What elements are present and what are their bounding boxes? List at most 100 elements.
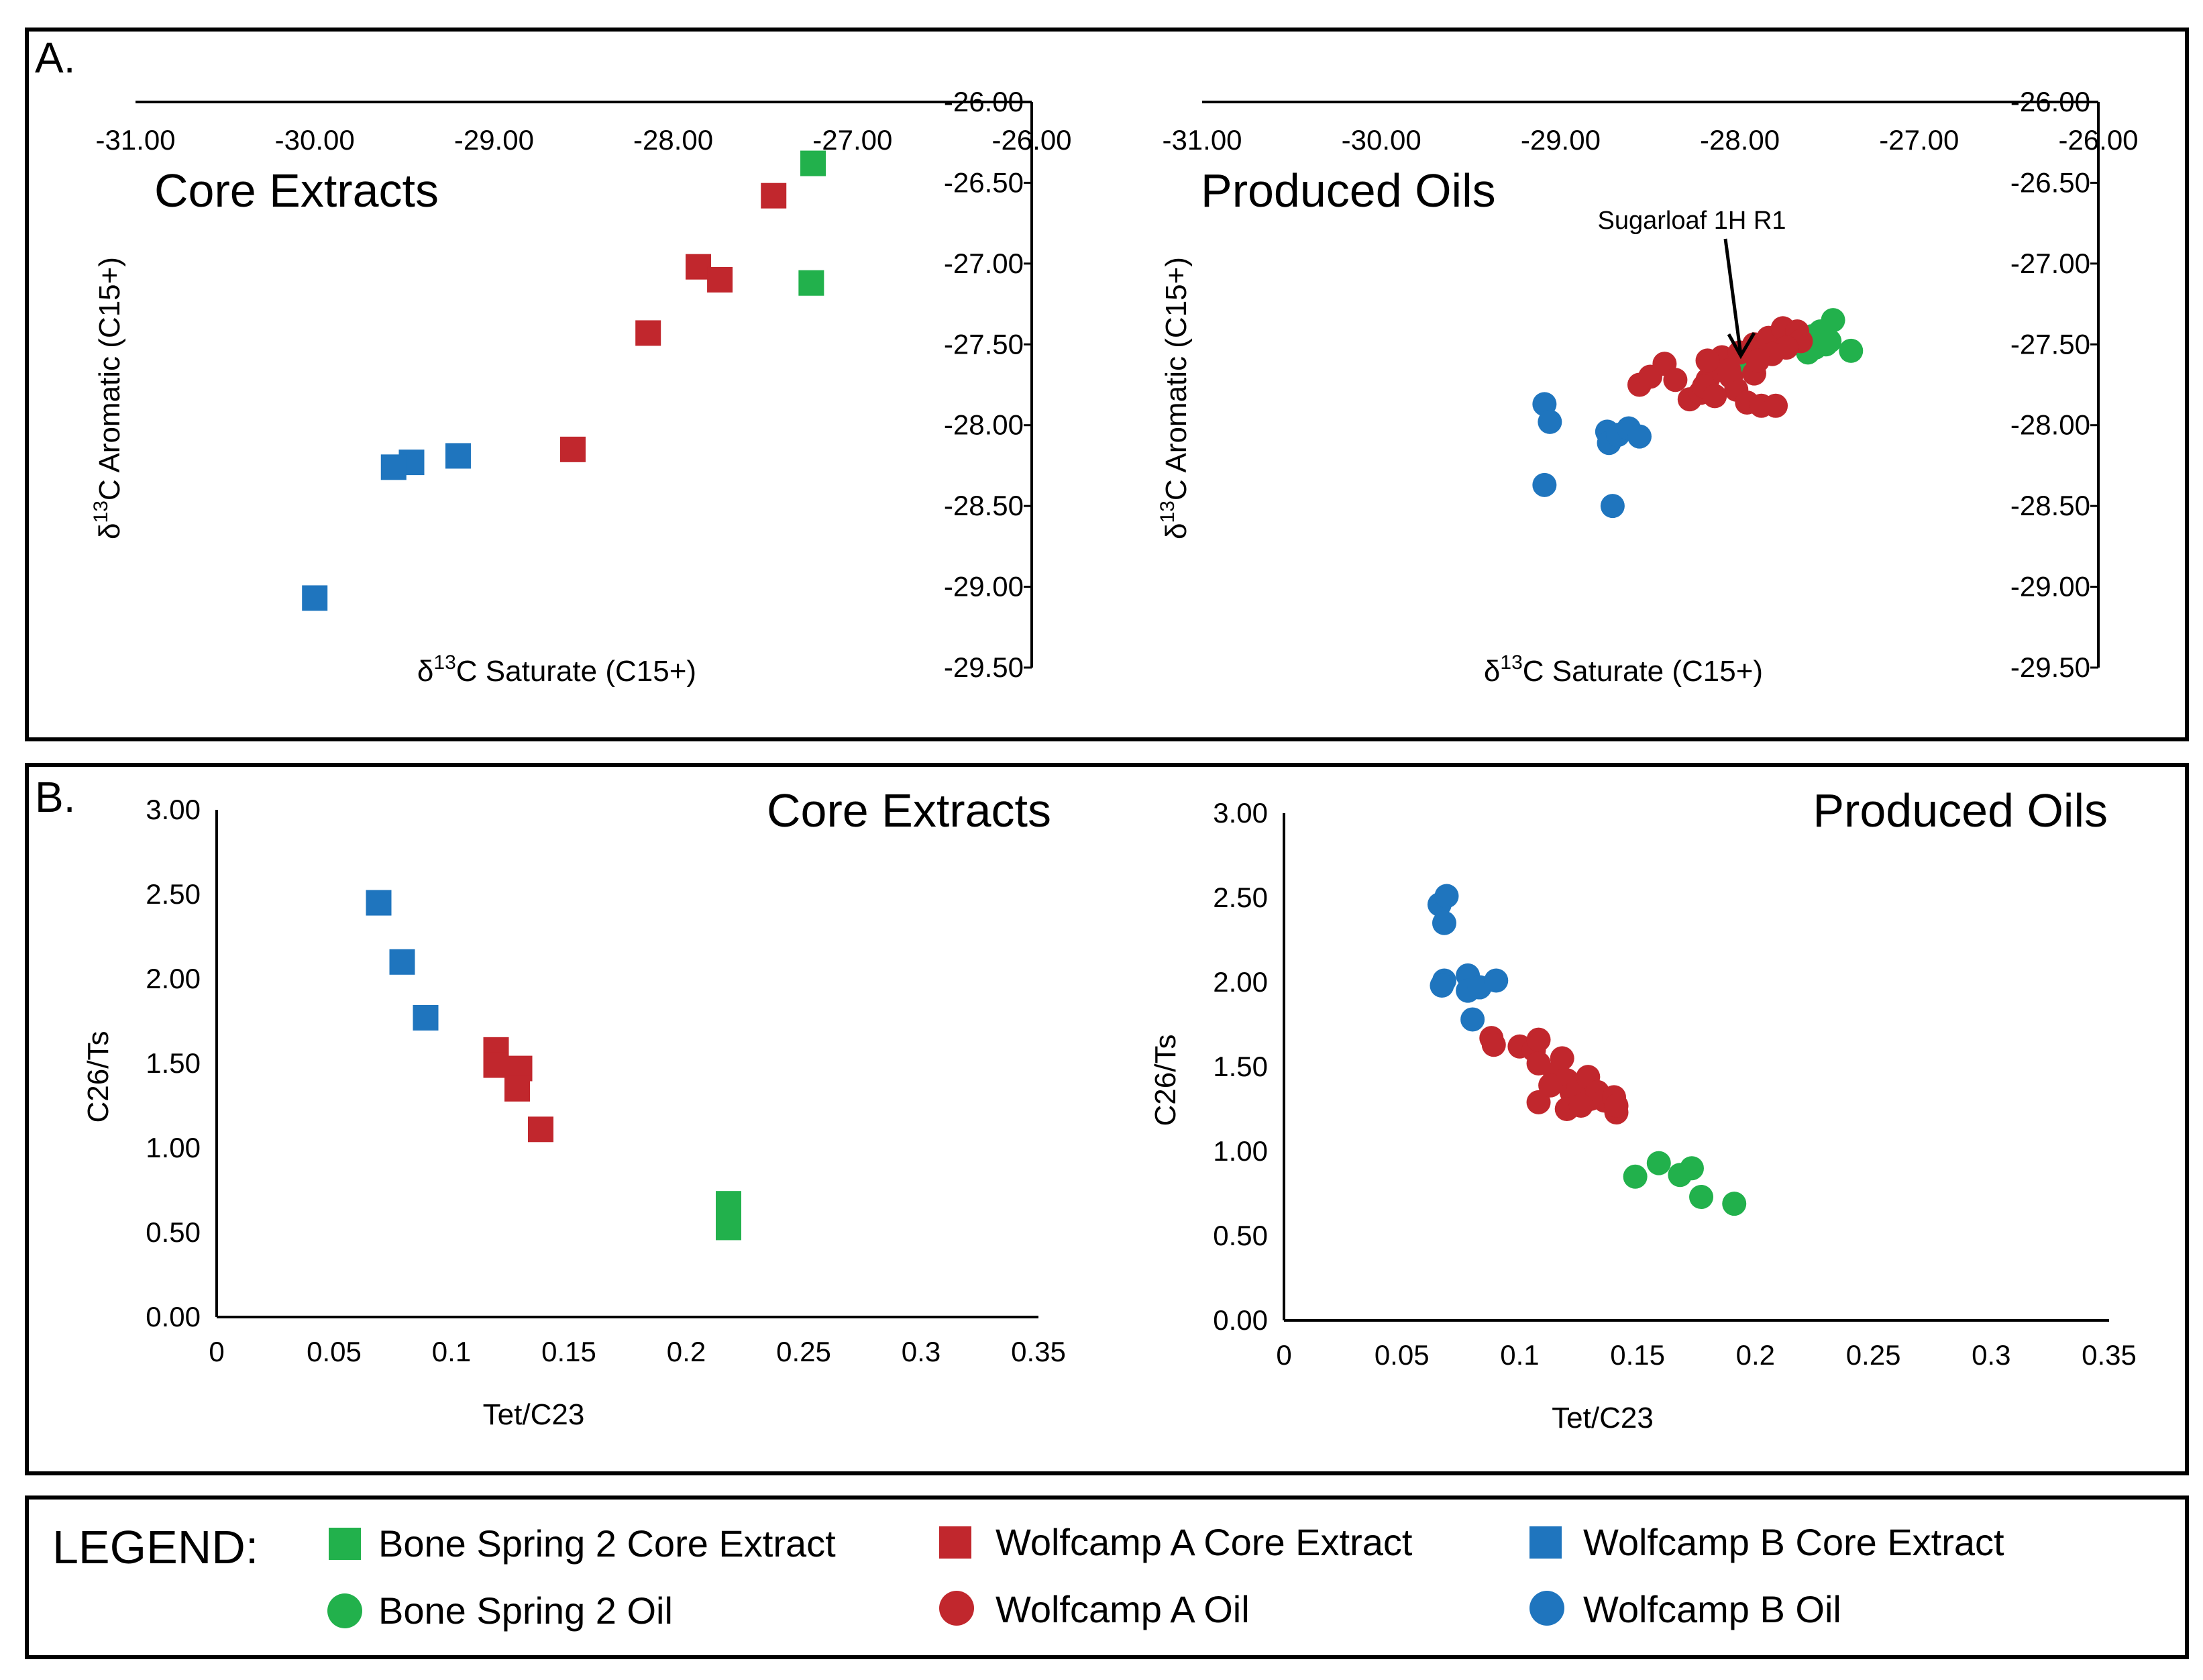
x-tick-label: 0.1: [432, 1336, 471, 1367]
data-point-square: [389, 949, 415, 975]
data-point-circle: [1646, 1151, 1671, 1175]
y-tick-label: -28.00: [2010, 409, 2090, 441]
data-point-square: [707, 266, 733, 293]
x-tick-label: 0.3: [902, 1336, 941, 1367]
chart-produced-oils-biomarker: 0 0.05 0.1 0.15 0.2 0.25 0.3 0.35 3.00 2.50 2.00 1.…: [1149, 784, 2137, 1434]
panel-a-label: A.: [35, 34, 75, 82]
data-point-circle: [1568, 1093, 1593, 1118]
data-point-square: [504, 1075, 530, 1102]
x-tick-label: -31.00: [95, 124, 175, 156]
y-tick-label: 1.50: [1213, 1051, 1268, 1082]
data-point-circle: [1695, 348, 1720, 373]
y-tick-label: -27.00: [2010, 248, 2090, 279]
series-wolfcamp-a-oil: [1479, 1026, 1629, 1125]
x-tick-label: -31.00: [1162, 124, 1242, 156]
data-point-square: [483, 1052, 509, 1078]
x-tick-label: 0.05: [1375, 1339, 1430, 1371]
annotation-arrowhead: [1727, 331, 1756, 360]
legend-label-wolfcamp-a-core-extract: Wolfcamp A Core Extract: [996, 1521, 1413, 1563]
legend-label-wolfcamp-a-oil: Wolfcamp A Oil: [996, 1588, 1250, 1630]
data-point-circle: [1532, 472, 1557, 497]
legend: LEGEND: Bone Spring 2 Core Extract Wolfc…: [52, 1521, 2004, 1632]
panel-a-frame: [25, 28, 2189, 741]
y-tick-label: 3.00: [146, 794, 201, 825]
series-wolfcamp-b-oil: [1427, 884, 1509, 1032]
data-point-circle: [1526, 1090, 1551, 1114]
y-tick-label: 0.00: [1213, 1304, 1268, 1336]
x-tick-label: 0: [209, 1336, 224, 1367]
panel-b-frame: [25, 763, 2189, 1475]
x-tick-label: 0.1: [1500, 1339, 1539, 1371]
data-point-circle: [1689, 1185, 1714, 1210]
data-point-square: [761, 182, 787, 209]
y-tick-label: 3.00: [1213, 797, 1268, 829]
x-tick-label: 0.3: [1972, 1339, 2010, 1371]
x-tick-label: 0.25: [1846, 1339, 1901, 1371]
data-point-circle: [1484, 968, 1509, 993]
data-point-square: [716, 1214, 741, 1241]
series-bone-spring-2-core-extract: [716, 1191, 741, 1241]
y-tick-label: -26.50: [2010, 166, 2090, 198]
x-tick-label: 0: [1276, 1339, 1291, 1371]
y-tick-label: -28.50: [2010, 490, 2090, 521]
y-tick-label: 1.50: [146, 1047, 201, 1079]
series-bone-spring-2-oil: [1623, 1151, 1747, 1216]
y-tick-label: 2.00: [146, 963, 201, 994]
data-point-square: [366, 890, 392, 916]
data-point-square: [302, 585, 328, 611]
x-tick-label: -30.00: [275, 124, 355, 156]
data-point-square: [635, 320, 661, 346]
x-tick-label: 0.2: [667, 1336, 706, 1367]
x-tick-label: 0.25: [776, 1336, 831, 1367]
y-tick-label: 2.50: [1213, 882, 1268, 913]
legend-title: LEGEND:: [52, 1521, 258, 1573]
legend-label-wolfcamp-b-oil: Wolfcamp B Oil: [1583, 1588, 1841, 1630]
y-tick-label: -27.50: [944, 328, 1024, 360]
x-axis-label: Tet/C23: [1552, 1402, 1654, 1434]
series-wolfcamp-a-core-extract: [483, 1037, 553, 1143]
y-tick-label: 0.50: [1213, 1220, 1268, 1251]
y-tick-label: -28.50: [944, 490, 1024, 521]
data-point-circle: [1538, 1073, 1563, 1098]
data-point-circle: [1722, 1192, 1747, 1216]
data-point-circle: [1703, 384, 1727, 409]
legend-marker-wolfcamp-a-core-extract: [939, 1526, 971, 1559]
chart-title: Produced Oils: [1201, 164, 1496, 217]
data-point-square: [380, 454, 407, 480]
panel-b-label: B.: [35, 773, 75, 821]
x-tick-label: -28.00: [633, 124, 713, 156]
legend-label-bone-spring-2-oil: Bone Spring 2 Oil: [378, 1589, 673, 1632]
data-point-circle: [1663, 368, 1688, 392]
data-point-circle: [1745, 348, 1770, 373]
data-point-circle: [1430, 974, 1454, 998]
y-axis-label: δ13C Aromatic (C15+): [90, 257, 126, 539]
y-tick-label: 2.00: [1213, 966, 1268, 998]
data-point-square: [716, 1191, 741, 1217]
legend-marker-wolfcamp-a-oil: [939, 1591, 974, 1626]
series-bone-spring-2-core-extract: [798, 150, 826, 296]
y-tick-label: -29.50: [944, 651, 1024, 683]
data-point-circle: [1550, 1046, 1574, 1071]
data-point-circle: [1481, 1033, 1506, 1057]
x-tick-label: -26.00: [991, 124, 1071, 156]
series-wolfcamp-a-core-extract: [559, 182, 787, 462]
chart-title: Core Extracts: [767, 784, 1051, 837]
y-tick-label: 1.00: [146, 1132, 201, 1163]
x-tick-label: 0.35: [2082, 1339, 2137, 1371]
chart-produced-oils-isotope: -31.00 -30.00 -29.00 -28.00 -27.00 -26.00 -26.…: [1157, 86, 2139, 688]
x-tick-label: 0.05: [307, 1336, 362, 1367]
data-point-square: [798, 270, 824, 296]
x-axis-label: δ13C Saturate (C15+): [417, 651, 696, 688]
chart-title: Core Extracts: [154, 164, 439, 217]
data-point-circle: [1623, 1164, 1648, 1189]
x-tick-label: -29.00: [454, 124, 534, 156]
series-wolfcamp-b-oil: [1532, 392, 1652, 519]
chart-core-extracts-isotope: -31.00 -30.00 -29.00 -28.00 -27.00 -26.00 -26.…: [90, 86, 1072, 688]
y-tick-label: -28.00: [944, 409, 1024, 441]
data-point-circle: [1764, 393, 1788, 418]
chart-core-extracts-biomarker: 0 0.05 0.1 0.15 0.2 0.25 0.3 0.35 3.00 2.50 2.00 1.…: [82, 784, 1066, 1431]
data-point-circle: [1432, 910, 1456, 935]
x-tick-label: -28.00: [1700, 124, 1780, 156]
legend-marker-wolfcamp-b-oil: [1529, 1591, 1564, 1626]
